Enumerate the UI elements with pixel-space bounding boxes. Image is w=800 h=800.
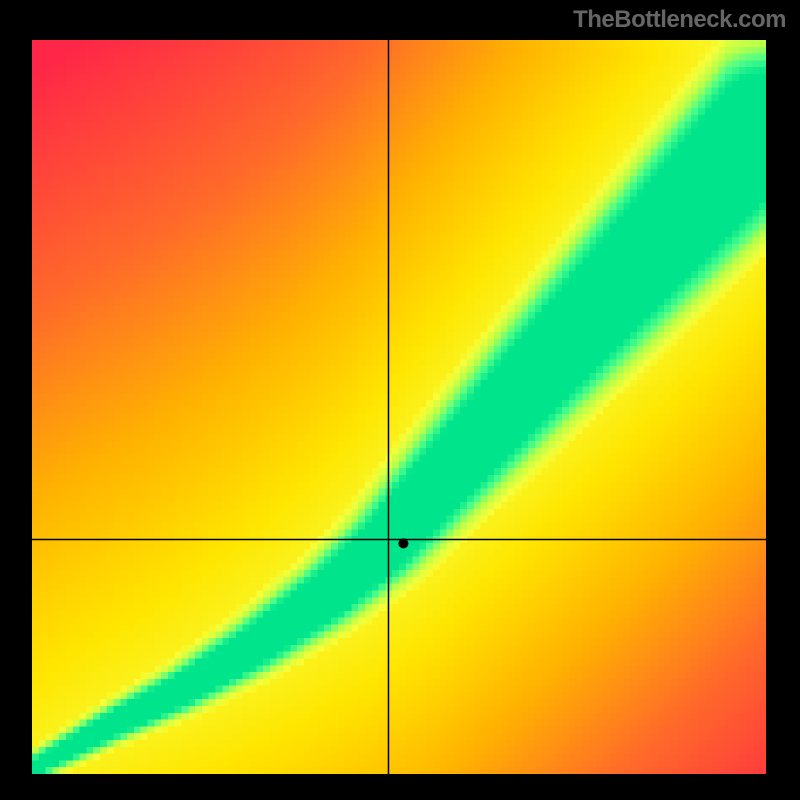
overlay-canvas <box>32 40 766 774</box>
bottleneck-chart: TheBottleneck.com <box>0 0 800 800</box>
watermark-text: TheBottleneck.com <box>573 6 786 34</box>
